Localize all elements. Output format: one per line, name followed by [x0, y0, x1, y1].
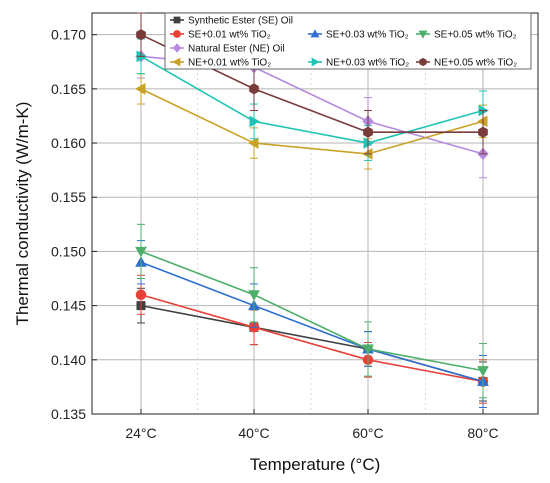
legend-marker — [311, 57, 320, 67]
series-line — [140, 55, 484, 155]
data-point — [136, 29, 146, 41]
legend-label: SE+0.03 wt% TiO₂ — [326, 30, 409, 41]
y-axis-title: Thermal conductivity (W/m-K) — [13, 102, 32, 326]
grid — [92, 13, 538, 415]
legend-item: NE+0.05 wt% TiO₂ — [416, 58, 517, 69]
legend-item: Natural Ester (NE) Oil — [170, 43, 285, 55]
legend-marker — [172, 57, 181, 67]
legend-label: Synthetic Ester (SE) Oil — [188, 16, 293, 27]
data-point — [134, 83, 146, 95]
legend-label: NE+0.01 wt% TiO₂ — [188, 58, 271, 69]
y-tick-label: 0.145 — [51, 298, 86, 314]
data-point — [135, 246, 147, 258]
y-axis-ticks: 0.135 0.140 0.145 0.150 0.155 0.160 0.165 0.170 — [51, 27, 97, 422]
legend-marker — [418, 30, 428, 39]
series-2 — [135, 274, 489, 404]
legend-item: Synthetic Ester (SE) Oil — [170, 16, 293, 27]
plot-frame — [91, 12, 539, 415]
series-4 — [135, 223, 489, 399]
data-point — [247, 137, 259, 149]
legend-item: NE+0.03 wt% TiO₂ — [308, 58, 409, 69]
y-tick-label: 0.165 — [51, 81, 86, 97]
series-line — [140, 88, 484, 155]
series-6 — [134, 73, 488, 170]
data-point — [249, 83, 259, 95]
legend-box — [164, 12, 532, 70]
x-axis-title: Temperature (°C) — [250, 455, 381, 474]
legend-label: NE+0.05 wt% TiO₂ — [434, 58, 517, 69]
series-3 — [135, 240, 489, 408]
legend-marker — [310, 29, 320, 38]
x-tick-label: 40°C — [238, 425, 269, 441]
series-line — [140, 261, 484, 383]
legend: Synthetic Ester (SE) Oil SE+0.01 wt% TiO₂… — [164, 12, 532, 70]
legend-item: NE+0.01 wt% TiO₂ — [170, 58, 271, 69]
data-point — [135, 289, 147, 301]
data-point — [249, 115, 261, 128]
legend-marker — [172, 43, 182, 53]
y-tick-label: 0.135 — [51, 406, 86, 422]
x-axis-ticks: 24°C 40°C 60°C 80°C — [125, 409, 499, 441]
legend-label: Natural Ester (NE) Oil — [188, 44, 285, 55]
x-tick-label: 24°C — [125, 425, 156, 441]
data-point — [477, 366, 489, 377]
legend-marker — [173, 30, 181, 38]
legend-item: SE+0.01 wt% TiO₂ — [170, 30, 271, 41]
y-tick-label: 0.160 — [51, 135, 86, 151]
x-tick-label: 60°C — [352, 425, 383, 441]
data-point — [478, 126, 488, 138]
legend-item: SE+0.03 wt% TiO₂ — [308, 29, 409, 41]
legend-marker — [173, 16, 181, 24]
data-point — [248, 290, 260, 301]
legend-label: SE+0.01 wt% TiO₂ — [188, 30, 271, 41]
y-tick-label: 0.150 — [51, 243, 86, 259]
series-group — [134, 12, 490, 408]
data-point — [363, 126, 373, 138]
legend-label: NE+0.03 wt% TiO₂ — [326, 58, 409, 69]
series-line — [140, 294, 484, 383]
legend-item: SE+0.05 wt% TiO₂ — [416, 30, 517, 41]
legend-marker — [419, 57, 427, 67]
series-line — [140, 250, 484, 372]
series-line — [140, 55, 484, 144]
y-tick-label: 0.170 — [51, 27, 86, 43]
y-tick-label: 0.140 — [51, 352, 86, 368]
data-point — [362, 344, 374, 356]
legend-label: SE+0.05 wt% TiO₂ — [434, 30, 517, 41]
x-tick-label: 80°C — [467, 425, 498, 441]
y-tick-label: 0.155 — [51, 189, 86, 205]
